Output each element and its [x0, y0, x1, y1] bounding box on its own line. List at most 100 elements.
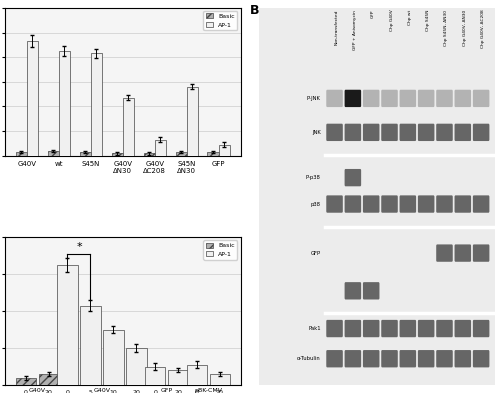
- Bar: [16, 378, 36, 385]
- FancyBboxPatch shape: [363, 90, 380, 107]
- FancyBboxPatch shape: [454, 195, 471, 213]
- Text: Chp G40V, ΔC208: Chp G40V, ΔC208: [481, 10, 485, 48]
- Text: pBK-CMV: pBK-CMV: [194, 388, 222, 393]
- FancyBboxPatch shape: [473, 195, 490, 213]
- Text: Chp wt: Chp wt: [408, 10, 412, 25]
- FancyBboxPatch shape: [381, 195, 398, 213]
- FancyBboxPatch shape: [344, 169, 361, 186]
- Bar: [126, 348, 146, 385]
- FancyBboxPatch shape: [381, 320, 398, 337]
- FancyBboxPatch shape: [454, 244, 471, 262]
- Bar: [59, 51, 70, 156]
- Bar: [16, 152, 27, 156]
- Bar: [186, 365, 207, 385]
- Bar: [168, 370, 188, 385]
- FancyBboxPatch shape: [326, 195, 343, 213]
- Bar: [155, 140, 166, 156]
- FancyBboxPatch shape: [400, 90, 416, 107]
- FancyBboxPatch shape: [473, 90, 490, 107]
- Text: B: B: [250, 4, 260, 17]
- FancyBboxPatch shape: [400, 195, 416, 213]
- FancyBboxPatch shape: [436, 244, 453, 262]
- Bar: [80, 306, 100, 385]
- FancyBboxPatch shape: [363, 195, 380, 213]
- FancyBboxPatch shape: [381, 350, 398, 367]
- FancyBboxPatch shape: [418, 350, 434, 367]
- Bar: [48, 151, 59, 156]
- FancyBboxPatch shape: [473, 320, 490, 337]
- Text: G40V: G40V: [94, 388, 110, 393]
- FancyBboxPatch shape: [363, 124, 380, 141]
- FancyBboxPatch shape: [326, 90, 343, 107]
- FancyBboxPatch shape: [400, 320, 416, 337]
- FancyBboxPatch shape: [400, 124, 416, 141]
- FancyBboxPatch shape: [363, 350, 380, 367]
- FancyBboxPatch shape: [454, 350, 471, 367]
- Bar: [144, 153, 155, 156]
- Bar: [91, 53, 102, 156]
- FancyBboxPatch shape: [436, 195, 453, 213]
- Text: GFP + Anisomycin: GFP + Anisomycin: [353, 10, 357, 50]
- Legend: Basic, AP-1: Basic, AP-1: [204, 240, 238, 259]
- Bar: [104, 330, 124, 385]
- Bar: [218, 145, 230, 156]
- Text: GFP: GFP: [371, 10, 375, 18]
- FancyBboxPatch shape: [344, 350, 361, 367]
- FancyBboxPatch shape: [418, 124, 434, 141]
- Bar: [38, 374, 59, 385]
- FancyBboxPatch shape: [454, 124, 471, 141]
- FancyBboxPatch shape: [344, 320, 361, 337]
- FancyBboxPatch shape: [418, 320, 434, 337]
- Text: Pak1: Pak1: [308, 326, 320, 331]
- Bar: [208, 152, 218, 156]
- FancyBboxPatch shape: [363, 282, 380, 299]
- FancyBboxPatch shape: [344, 90, 361, 107]
- Text: G40V: G40V: [29, 388, 46, 393]
- FancyBboxPatch shape: [344, 124, 361, 141]
- Text: α-Tubulin: α-Tubulin: [297, 356, 320, 361]
- Text: P-p38: P-p38: [306, 175, 320, 180]
- FancyBboxPatch shape: [454, 320, 471, 337]
- FancyBboxPatch shape: [381, 124, 398, 141]
- Bar: [186, 87, 198, 156]
- Text: Chp S45N: Chp S45N: [426, 10, 430, 31]
- Legend: Basic, AP-1: Basic, AP-1: [204, 11, 238, 30]
- Bar: [123, 98, 134, 156]
- FancyBboxPatch shape: [381, 90, 398, 107]
- FancyBboxPatch shape: [418, 195, 434, 213]
- Text: P-JNK: P-JNK: [307, 96, 320, 101]
- Text: GFP: GFP: [310, 251, 320, 255]
- FancyBboxPatch shape: [436, 90, 453, 107]
- Text: GFP: GFP: [160, 388, 172, 393]
- Text: Non-transfected: Non-transfected: [334, 10, 338, 45]
- Text: Chp G40V, ΔN30: Chp G40V, ΔN30: [463, 10, 467, 46]
- FancyBboxPatch shape: [436, 350, 453, 367]
- Bar: [210, 374, 230, 385]
- FancyBboxPatch shape: [344, 195, 361, 213]
- FancyBboxPatch shape: [436, 124, 453, 141]
- FancyBboxPatch shape: [454, 90, 471, 107]
- FancyBboxPatch shape: [260, 8, 495, 385]
- FancyBboxPatch shape: [344, 282, 361, 299]
- Text: p38: p38: [310, 202, 320, 207]
- Text: Chp S45N, ΔN30: Chp S45N, ΔN30: [444, 10, 448, 46]
- Text: Chp G40V: Chp G40V: [390, 10, 394, 31]
- Text: JNK: JNK: [312, 130, 320, 135]
- Text: *: *: [76, 242, 82, 252]
- Bar: [176, 152, 186, 156]
- Bar: [58, 265, 78, 385]
- FancyBboxPatch shape: [326, 350, 343, 367]
- FancyBboxPatch shape: [326, 124, 343, 141]
- FancyBboxPatch shape: [400, 350, 416, 367]
- Bar: [80, 152, 91, 156]
- FancyBboxPatch shape: [418, 90, 434, 107]
- Bar: [112, 153, 123, 156]
- FancyBboxPatch shape: [436, 320, 453, 337]
- FancyBboxPatch shape: [326, 320, 343, 337]
- FancyBboxPatch shape: [473, 124, 490, 141]
- FancyBboxPatch shape: [473, 350, 490, 367]
- FancyBboxPatch shape: [363, 320, 380, 337]
- Bar: [27, 41, 38, 156]
- Bar: [145, 367, 165, 385]
- FancyBboxPatch shape: [473, 244, 490, 262]
